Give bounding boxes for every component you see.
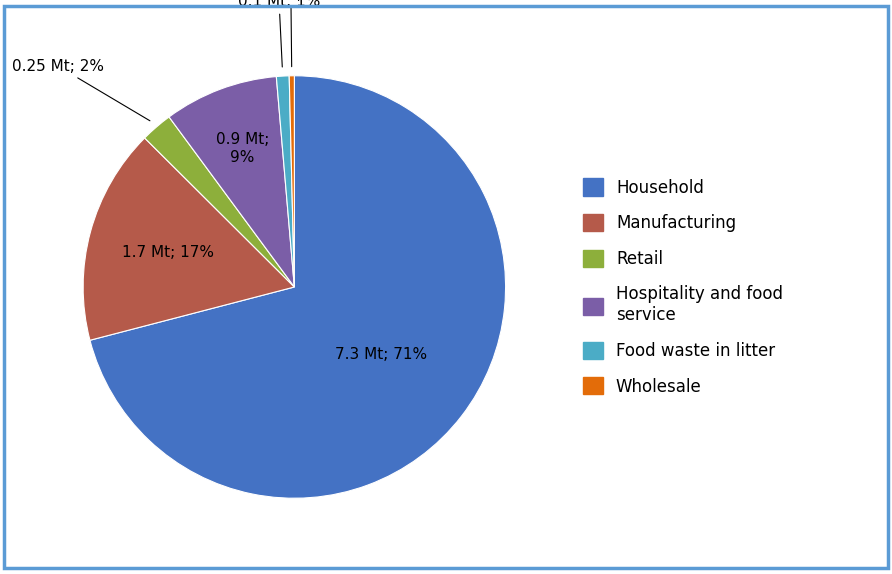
Wedge shape: [289, 76, 294, 287]
Text: 0.9 Mt;
9%: 0.9 Mt; 9%: [216, 133, 268, 165]
Text: 1.7 Mt; 17%: 1.7 Mt; 17%: [122, 245, 214, 261]
Wedge shape: [90, 76, 506, 498]
Legend: Household, Manufacturing, Retail, Hospitality and food
service, Food waste in li: Household, Manufacturing, Retail, Hospit…: [579, 175, 786, 399]
Wedge shape: [169, 76, 294, 287]
Text: 7.3 Mt; 71%: 7.3 Mt; 71%: [335, 347, 427, 362]
Wedge shape: [145, 117, 294, 287]
Wedge shape: [83, 138, 294, 340]
Text: 0.1 Mt; 1%: 0.1 Mt; 1%: [238, 0, 320, 67]
Wedge shape: [277, 76, 294, 287]
Text: 0.04 Mt; <1%: 0.04 Mt; <1%: [238, 0, 343, 67]
Text: 0.25 Mt; 2%: 0.25 Mt; 2%: [12, 59, 150, 121]
